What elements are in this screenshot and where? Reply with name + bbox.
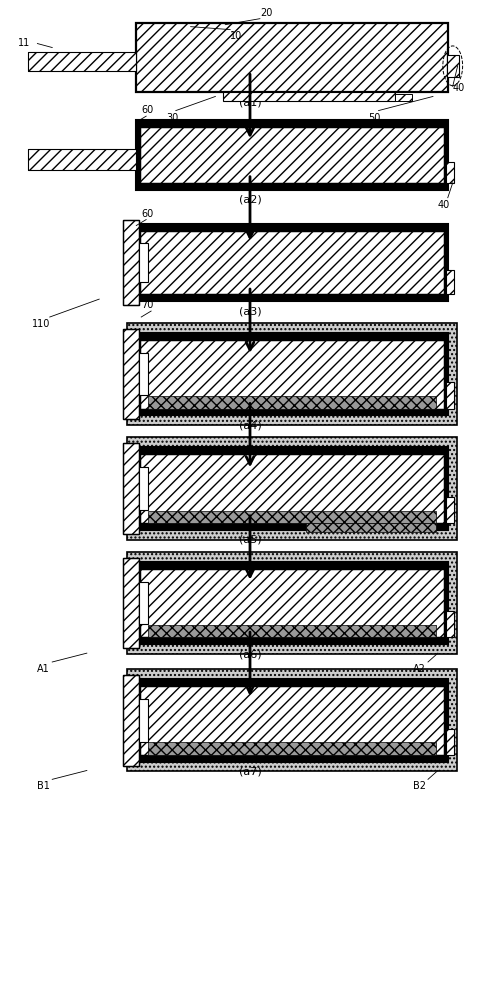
Bar — [28, 52, 136, 71]
Text: (a7): (a7) — [238, 767, 262, 777]
Bar — [123, 220, 139, 305]
Text: B2: B2 — [413, 781, 426, 791]
Bar — [148, 396, 437, 409]
Bar — [140, 127, 444, 183]
Bar — [140, 231, 444, 294]
Bar — [128, 552, 456, 654]
Bar — [28, 149, 136, 170]
Bar — [140, 340, 444, 409]
Bar — [139, 353, 147, 395]
Bar — [28, 52, 136, 71]
Bar — [140, 686, 444, 755]
Text: 40: 40 — [452, 83, 465, 93]
Text: B1: B1 — [38, 781, 51, 791]
Bar — [139, 582, 147, 624]
Bar — [140, 231, 444, 294]
Bar — [123, 443, 139, 534]
Bar — [128, 669, 456, 771]
Bar — [446, 497, 454, 523]
Bar — [123, 329, 139, 419]
Bar — [136, 224, 448, 301]
Text: (a3): (a3) — [238, 306, 262, 316]
Text: 110: 110 — [32, 319, 51, 329]
Bar — [140, 569, 444, 637]
Bar — [136, 23, 448, 92]
Bar — [446, 611, 454, 637]
Bar — [306, 523, 436, 532]
Bar — [136, 333, 448, 415]
Bar — [123, 558, 139, 648]
Bar — [395, 94, 411, 101]
Bar — [128, 323, 456, 425]
Bar — [136, 447, 448, 530]
Bar — [123, 329, 139, 419]
Text: 30: 30 — [166, 113, 178, 123]
Bar — [148, 742, 437, 755]
Text: (a2): (a2) — [238, 195, 262, 205]
Bar — [446, 729, 454, 755]
Bar — [123, 675, 139, 766]
Text: 20: 20 — [260, 8, 272, 18]
Text: 11: 11 — [18, 38, 30, 48]
Bar — [140, 569, 444, 637]
Bar — [140, 454, 444, 523]
Bar — [123, 220, 139, 305]
Bar — [139, 243, 147, 282]
Bar — [136, 562, 448, 644]
Bar — [136, 23, 448, 92]
Bar — [224, 92, 395, 101]
Text: 50: 50 — [368, 113, 381, 123]
Bar — [446, 162, 454, 183]
Bar — [139, 699, 147, 742]
Bar — [446, 382, 454, 409]
Bar — [447, 55, 458, 77]
Bar — [446, 270, 454, 294]
Text: (a4): (a4) — [238, 420, 262, 430]
Text: (a6): (a6) — [238, 649, 262, 659]
Bar — [140, 127, 444, 183]
Bar — [136, 679, 448, 762]
Text: 60: 60 — [141, 209, 154, 219]
Bar — [123, 675, 139, 766]
Text: A2: A2 — [413, 664, 426, 674]
Text: 10: 10 — [230, 31, 242, 41]
Text: A1: A1 — [38, 664, 50, 674]
Text: 40: 40 — [438, 200, 450, 210]
Bar — [136, 120, 448, 190]
Text: (a5): (a5) — [238, 535, 262, 545]
Text: 70: 70 — [141, 300, 154, 310]
Bar — [140, 454, 444, 523]
Bar — [148, 511, 437, 523]
Bar — [128, 437, 456, 540]
Bar — [140, 686, 444, 755]
Text: (a1): (a1) — [238, 97, 262, 107]
Bar — [123, 443, 139, 534]
Bar — [140, 340, 444, 409]
Bar — [148, 625, 437, 637]
Bar — [139, 467, 147, 510]
Text: 60: 60 — [141, 105, 154, 115]
Bar — [123, 558, 139, 648]
Bar — [28, 149, 136, 170]
